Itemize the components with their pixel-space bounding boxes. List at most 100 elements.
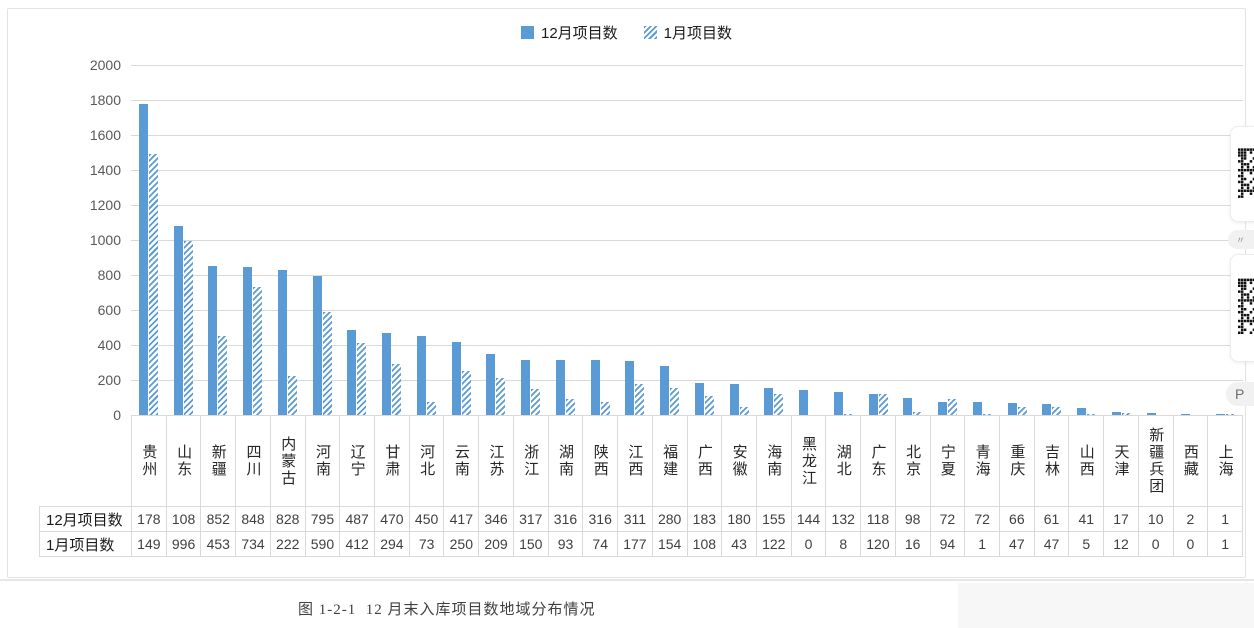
- bar-january: [253, 286, 263, 415]
- x-category-label: 河北: [418, 444, 436, 478]
- gridline: [131, 345, 1243, 346]
- table-cell: 94: [930, 532, 966, 557]
- bar-group: [201, 65, 236, 415]
- table-row-label: 12月项目数: [40, 507, 132, 532]
- x-category-cell: 海南: [755, 416, 791, 506]
- bar-january: [635, 384, 645, 415]
- table-cell: 209: [479, 532, 514, 557]
- bar-december: [833, 391, 843, 415]
- y-tick-label: 1800: [89, 92, 121, 108]
- y-tick-label: 400: [97, 337, 121, 353]
- table-cell: 47: [1034, 532, 1070, 557]
- x-category-label: 宁夏: [938, 444, 956, 478]
- x-category-cell: 黑龙江: [790, 416, 826, 506]
- bar-group: [687, 65, 722, 415]
- bar-december: [312, 275, 322, 415]
- side-toggle-button[interactable]: 〃: [1228, 230, 1254, 249]
- y-tick-label: 2000: [89, 57, 121, 73]
- bar-group: [479, 65, 514, 415]
- table-cell: 16: [895, 532, 931, 557]
- y-tick-label: 1000: [89, 232, 121, 248]
- bar-january: [982, 413, 992, 415]
- gridline: [131, 240, 1243, 241]
- x-category-cell: 内蒙古: [269, 416, 305, 506]
- table-cell: 132: [826, 507, 862, 532]
- bar-december: [1077, 407, 1087, 415]
- x-category-cell: 新疆: [200, 416, 235, 506]
- x-category-cell: 山东: [165, 416, 201, 506]
- bar-group: [1069, 65, 1104, 415]
- gridline: [131, 65, 1243, 66]
- table-cell: 120: [861, 532, 896, 557]
- y-tick-label: 1200: [89, 197, 121, 213]
- bar-december: [799, 389, 809, 415]
- bar-december: [382, 332, 392, 415]
- y-axis-labels: 2000 1800 1600 1400 1200 1000 800 600 400 200 0: [8, 57, 121, 423]
- table-cell: 412: [340, 532, 376, 557]
- x-category-label: 贵州: [140, 444, 158, 478]
- bottom-right-panel: [958, 583, 1254, 628]
- qr-code-card-bottom[interactable]: [1230, 254, 1254, 362]
- x-category-label: 重庆: [1008, 444, 1026, 478]
- bar-group: [270, 65, 305, 415]
- bar-january: [1121, 412, 1131, 415]
- table-cell: 590: [305, 532, 341, 557]
- table-cell: 8: [826, 532, 862, 557]
- table-row-label: 1月项目数: [40, 532, 132, 557]
- bar-january: [357, 342, 367, 415]
- bar-december: [416, 336, 426, 415]
- bar-december: [729, 383, 739, 415]
- x-category-label: 黑龙江: [800, 435, 818, 487]
- bar-december: [208, 265, 218, 415]
- x-category-cell: 辽宁: [339, 416, 374, 506]
- bar-group: [235, 65, 270, 415]
- page-divider: [0, 579, 1254, 581]
- bar-december: [1042, 404, 1052, 415]
- x-category-label: 江苏: [487, 444, 505, 478]
- table-cell: 177: [618, 532, 653, 557]
- bar-december: [903, 397, 913, 415]
- table-cell: 316: [548, 507, 584, 532]
- bar-january: [1226, 413, 1236, 415]
- gridline: [131, 275, 1243, 276]
- x-category-label: 安徽: [730, 444, 748, 478]
- x-category-cell: 青海: [964, 416, 999, 506]
- x-category-label: 新疆兵团: [1147, 427, 1165, 495]
- bar-december: [972, 402, 982, 415]
- bar-january: [1052, 406, 1062, 415]
- bar-group: [965, 65, 1000, 415]
- bar-january: [1087, 413, 1097, 415]
- y-tick-label: 600: [97, 302, 121, 318]
- table-cell: 487: [340, 507, 376, 532]
- qr-code-card-top[interactable]: [1230, 126, 1254, 222]
- table-cell: 10: [1138, 507, 1174, 532]
- bar-group: [305, 65, 340, 415]
- table-cell: 93: [548, 532, 584, 557]
- x-category-cell: 湖北: [825, 416, 860, 506]
- bar-january: [183, 240, 193, 415]
- chart-legend: 12月项目数 1月项目数: [8, 22, 1245, 43]
- table-cell: 73: [409, 532, 445, 557]
- table-cell: 311: [618, 507, 653, 532]
- x-category-label: 湖南: [556, 444, 574, 478]
- table-cell: 0: [1138, 532, 1174, 557]
- bar-group: [340, 65, 375, 415]
- table-cell: 346: [479, 507, 514, 532]
- bar-december: [451, 342, 461, 415]
- solid-square-icon: [520, 26, 534, 39]
- table-cell: 470: [375, 507, 410, 532]
- table-cell: 317: [513, 507, 549, 532]
- bar-december: [138, 103, 148, 415]
- table-cell: 154: [652, 532, 688, 557]
- table-cell: 5: [1069, 532, 1105, 557]
- gridline: [131, 205, 1243, 206]
- bar-group: [409, 65, 444, 415]
- legend-label-december: 12月项目数: [540, 25, 618, 42]
- bar-group: [1104, 65, 1139, 415]
- y-tick-label: 1400: [89, 162, 121, 178]
- y-tick-label: 0: [113, 407, 121, 423]
- table-cell: 1: [1208, 532, 1243, 557]
- x-category-label: 吉林: [1043, 444, 1061, 478]
- side-partial-button[interactable]: P: [1226, 382, 1254, 406]
- table-cell: 734: [236, 532, 271, 557]
